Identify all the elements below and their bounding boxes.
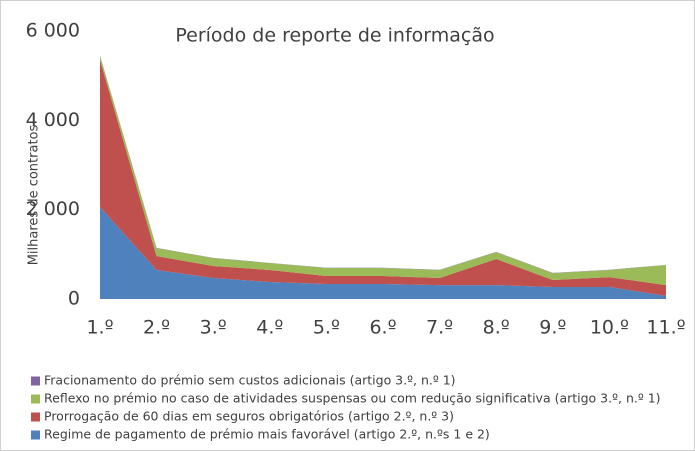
- legend-label: Regime de pagamento de prémio mais favor…: [44, 427, 490, 442]
- area: [100, 206, 666, 299]
- x-tick-label: 8.º: [483, 317, 510, 339]
- legend-label: Reflexo no prémio no caso de atividades …: [44, 391, 661, 406]
- y-tick-label: 2 000: [26, 198, 80, 220]
- legend-swatch: [31, 394, 40, 404]
- x-tick-label: 1.º: [86, 317, 113, 339]
- legend-swatch: [31, 376, 40, 386]
- x-tick-label: 4.º: [256, 317, 283, 339]
- x-tick-label: 7.º: [426, 317, 453, 339]
- chart-title: Período de reporte de informação: [175, 25, 494, 47]
- y-tick-label: 0: [68, 288, 80, 310]
- y-axis-label: Milhares de contratos: [27, 124, 42, 265]
- y-tick-label: 6 000: [26, 20, 80, 42]
- legend-swatch: [31, 430, 40, 440]
- x-tick-label: 10.º: [590, 317, 629, 339]
- x-tick-label: 9.º: [539, 317, 566, 339]
- x-tick-label: 2.º: [143, 317, 170, 339]
- legend-label: Fracionamento do prémio sem custos adici…: [44, 373, 456, 388]
- y-tick-label: 4 000: [26, 109, 80, 131]
- x-tick-label: 6.º: [369, 317, 396, 339]
- legend-swatch: [31, 412, 40, 422]
- x-tick-label: 11.º: [646, 317, 685, 339]
- x-tick-label: 5.º: [313, 317, 340, 339]
- legend-label: Prorrogação de 60 dias em seguros obriga…: [44, 409, 454, 424]
- x-tick-label: 3.º: [200, 317, 227, 339]
